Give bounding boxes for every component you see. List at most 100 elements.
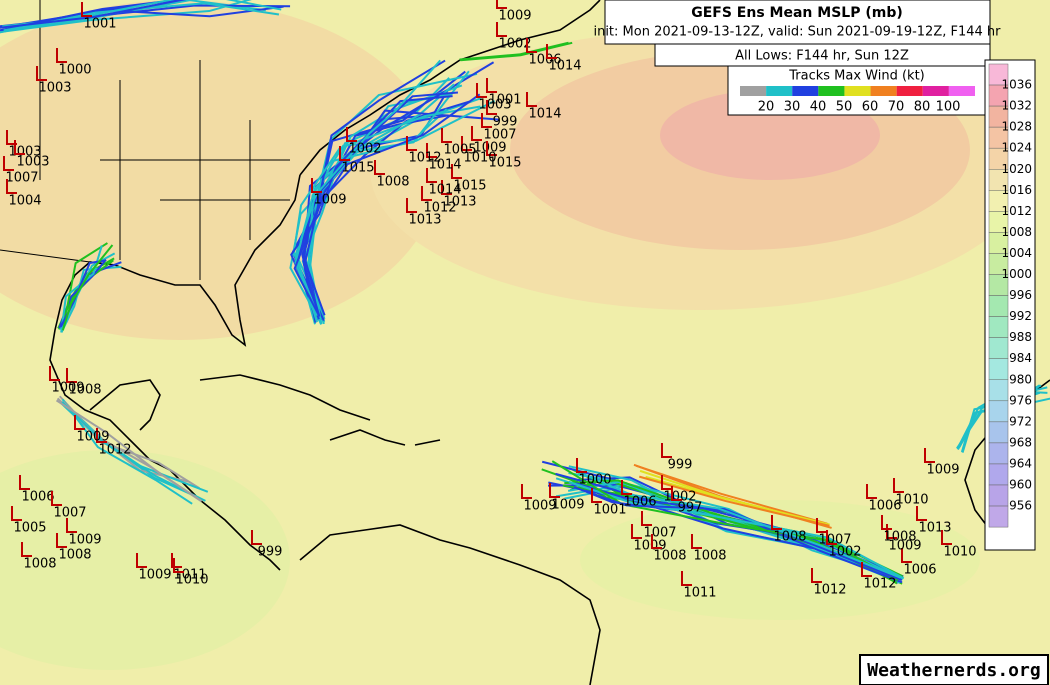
low-marker [861, 562, 872, 577]
low-pressure-label: 1006 [21, 490, 54, 505]
track [293, 93, 481, 317]
low-pressure-label: 1012 [408, 151, 441, 166]
low-marker [486, 141, 497, 156]
track [0, 0, 252, 33]
colorbar-tick-label: 972 [1009, 414, 1032, 428]
colorbar-cell [988, 358, 1009, 381]
low-marker [426, 168, 437, 183]
low-pressure-label: 1006 [528, 53, 561, 68]
low-marker [691, 534, 702, 549]
lows-caption: All Lows: F144 hr, Sun 12Z [735, 49, 909, 64]
track [304, 59, 446, 316]
wind-tick-label: 100 [936, 100, 961, 115]
low-pressure-label: 1009 [926, 463, 959, 478]
low-pressure-label: 1008 [58, 548, 91, 563]
low-marker [941, 530, 952, 545]
low-pressure-label: 1009 [498, 9, 531, 24]
low-pressure-label: 999 [493, 115, 518, 130]
low-pressure-label: 997 [678, 501, 703, 516]
low-area [580, 500, 980, 620]
low-marker [591, 488, 602, 503]
low-pressure-label: 999 [668, 458, 693, 473]
colorbar-tick-label: 960 [1009, 478, 1032, 492]
track [61, 398, 193, 505]
low-pressure-label: 1009 [68, 533, 101, 548]
colorbar-tick-label: 964 [1009, 456, 1032, 470]
track [292, 105, 481, 325]
colorbar-tick-label: 956 [1009, 499, 1032, 513]
colorbar-tick-label: 1028 [1001, 120, 1032, 134]
low-marker [526, 38, 537, 53]
colorbar-cell [988, 505, 1009, 528]
track [303, 61, 495, 323]
low-marker [36, 66, 47, 81]
wind-color [896, 86, 923, 96]
track [61, 244, 114, 331]
low-area [0, 450, 290, 670]
low-marker [11, 506, 22, 521]
colorbar-tick-label: 1016 [1001, 183, 1032, 197]
colorbar-tick-label: 968 [1009, 435, 1032, 449]
low-pressure-label: 1009 [551, 498, 584, 513]
low-pressure-label: 1009 [633, 539, 666, 554]
title-box [604, 0, 991, 45]
low-pressure-label: 1006 [623, 495, 656, 510]
low-marker [66, 518, 77, 533]
wind-tick-label: 60 [862, 100, 879, 115]
low-labels: 1001100910021006101410141001100399910071… [3, 0, 977, 601]
low-marker [631, 524, 642, 539]
watermark-box [859, 654, 1049, 685]
colorbar-tick-label: 1000 [1001, 267, 1032, 281]
low-marker [339, 146, 350, 161]
low-pressure-label: 1002 [348, 142, 381, 157]
low-marker [406, 136, 417, 151]
track [551, 460, 899, 582]
wind-color [792, 86, 819, 96]
low-pressure-label: 1000 [578, 473, 611, 488]
low-pressure-label: 1007 [5, 171, 38, 186]
low-marker [311, 178, 322, 193]
low-pressure-label: 1003 [478, 98, 511, 113]
colorbar-cell [988, 463, 1009, 486]
low-pressure-label: 1009 [51, 381, 84, 396]
low-marker [901, 548, 912, 563]
wind-tick-label: 30 [784, 100, 801, 115]
low-marker [51, 491, 62, 506]
islands [199, 374, 441, 446]
track-legend-scale: 20 30 40 50 60 70 80 100 [740, 86, 975, 115]
low-marker [651, 534, 662, 549]
colorbar-cell [988, 421, 1009, 444]
low-marker [173, 558, 184, 573]
colorbar-cell [988, 379, 1009, 402]
low-pressure-label: 1009 [313, 193, 346, 208]
wind-color [844, 86, 871, 96]
low-pressure-label: 1004 [8, 194, 41, 209]
colorbar-cell [988, 337, 1009, 359]
colorbar-tick-label: 1020 [1001, 162, 1032, 176]
low-marker [526, 92, 537, 107]
low-pressure-label: 1008 [68, 383, 101, 398]
low-marker [441, 128, 452, 143]
low-marker [6, 179, 17, 194]
low-pressure-label: 1014 [548, 59, 581, 74]
state-borders [0, 0, 290, 280]
coastline [299, 0, 601, 176]
low-pressure-label: 1007 [53, 506, 86, 521]
low-marker [14, 140, 25, 155]
low-pressure-label: 1001 [593, 503, 626, 518]
low-marker [641, 511, 652, 526]
low-marker [661, 475, 672, 490]
low-pressure-label: 1015 [488, 156, 521, 171]
colorbar-tick-label: 1032 [1001, 99, 1032, 113]
wind-tick-label: 80 [914, 100, 931, 115]
low-marker [171, 553, 182, 568]
low-marker [816, 518, 827, 533]
colorbar-tick-label: 1008 [1001, 225, 1032, 239]
colorbar-tick-label: 992 [1009, 309, 1032, 323]
low-marker [3, 156, 14, 171]
low-pressure-label: 1009 [138, 568, 171, 583]
low-pressure-label: 1014 [428, 158, 461, 173]
wind-color [818, 86, 845, 96]
low-pressure-label: 1009 [888, 539, 921, 554]
colorbar-cell [988, 316, 1009, 338]
